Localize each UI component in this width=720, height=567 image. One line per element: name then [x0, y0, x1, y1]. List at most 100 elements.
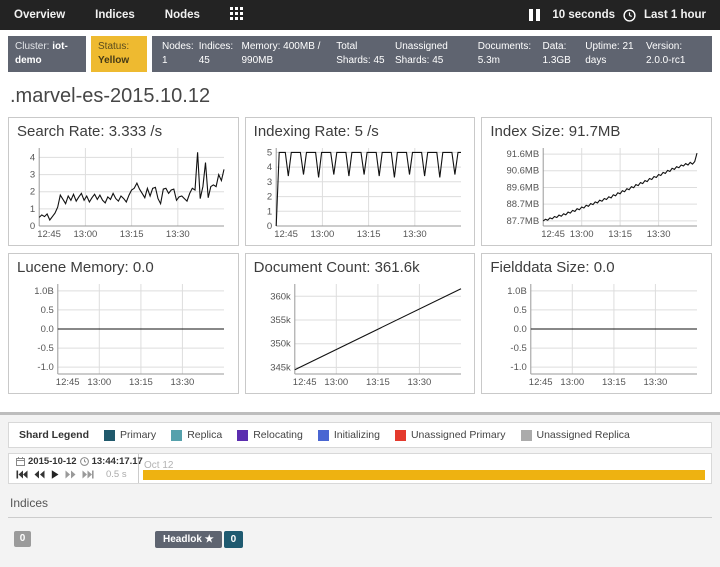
pause-icon[interactable] [529, 9, 540, 21]
legend-item: Unassigned Replica [521, 429, 630, 441]
svg-text:360k: 360k [270, 291, 291, 302]
cluster-stat: Version: 2.0.0-rc1 [646, 40, 702, 68]
search-rate-chart[interactable]: 0123412:4513:0013:1513:30 [17, 142, 229, 240]
index-shard-count: 0 [224, 531, 244, 548]
svg-text:13:30: 13:30 [407, 377, 431, 388]
cluster-name: Cluster: iot-demo [8, 36, 86, 72]
svg-text:345k: 345k [270, 362, 291, 373]
svg-text:4: 4 [30, 152, 35, 163]
svg-text:12:45: 12:45 [529, 377, 553, 388]
svg-text:13:00: 13:00 [324, 377, 348, 388]
svg-text:2: 2 [30, 187, 35, 198]
nav-overview[interactable]: Overview [14, 9, 65, 21]
lucene-memory-chart[interactable]: -1.0-0.50.00.51.0B12:4513:0013:1513:30 [17, 278, 229, 388]
legend-item: Relocating [237, 429, 303, 441]
top-nav: Overview Indices Nodes 10 seconds Last 1… [0, 0, 720, 30]
legend-label: Initializing [334, 429, 380, 441]
cluster-stat: Total Shards: 45 [336, 40, 392, 68]
panel-fielddata-size: Fielddata Size: 0.0 -1.0-0.50.00.51.0B12… [481, 253, 712, 394]
cluster-stat: Indices: 45 [199, 40, 239, 68]
chart-title: Fielddata Size: 0.0 [490, 259, 703, 276]
nav-nodes[interactable]: Nodes [165, 9, 200, 21]
panel-lucene-memory: Lucene Memory: 0.0 -1.0-0.50.00.51.0B12:… [8, 253, 239, 394]
svg-text:-0.5: -0.5 [37, 343, 53, 354]
legend-label: Unassigned Replica [537, 429, 630, 441]
svg-text:13:00: 13:00 [310, 229, 334, 240]
svg-text:13:15: 13:15 [366, 377, 390, 388]
svg-text:12:45: 12:45 [542, 229, 566, 240]
legend-label: Primary [120, 429, 156, 441]
index-badge-row: 0 Headlok ★ 0 [8, 531, 712, 551]
svg-text:13:15: 13:15 [129, 377, 153, 388]
play-button[interactable] [51, 470, 59, 479]
calendar-icon [16, 457, 25, 466]
legend-label: Replica [187, 429, 222, 441]
legend-swatch [318, 430, 329, 441]
step-forward-button[interactable] [65, 470, 76, 479]
cluster-stat: Nodes: 1 [162, 40, 196, 68]
shard-legend-title: Shard Legend [19, 429, 89, 441]
legend-swatch [395, 430, 406, 441]
timeline-track: Oct 12 [139, 454, 711, 483]
star-icon: ★ [205, 534, 214, 545]
fielddata-size-chart[interactable]: -1.0-0.50.00.51.0B12:4513:0013:1513:30 [490, 278, 702, 388]
legend-item: Initializing [318, 429, 380, 441]
page-title: .marvel-es-2015.10.12 [10, 85, 720, 108]
cluster-status-bar: Cluster: iot-demo Status: Yellow Nodes: … [8, 36, 712, 72]
chart-title: Indexing Rate: 5 /s [254, 123, 467, 140]
svg-text:1.0B: 1.0B [34, 286, 54, 297]
dashboard-grid-icon[interactable] [230, 7, 243, 23]
index-badge-headlok[interactable]: Headlok ★ 0 [155, 531, 243, 548]
svg-text:13:00: 13:00 [561, 377, 585, 388]
shard-section: Shard Legend Primary Replica Relocating Ini… [0, 415, 720, 567]
svg-text:1.0B: 1.0B [508, 286, 528, 297]
svg-text:13:30: 13:30 [403, 229, 427, 240]
timeline-time: 13:44:17.17 [92, 456, 143, 467]
legend-swatch [104, 430, 115, 441]
svg-text:3: 3 [30, 170, 35, 181]
cluster-stat: Uptime: 21 days [585, 40, 643, 68]
legend-swatch [521, 430, 532, 441]
panel-search-rate: Search Rate: 3.333 /s 0123412:4513:0013:… [8, 117, 239, 246]
indexing-rate-chart[interactable]: 01234512:4513:0013:1513:30 [254, 142, 466, 240]
panel-index-size: Index Size: 91.7MB 87.7MB88.7MB89.6MB90.… [481, 117, 712, 246]
playback-speed: 0.5 s [106, 469, 127, 480]
svg-text:4: 4 [267, 162, 272, 173]
svg-text:13:30: 13:30 [647, 229, 671, 240]
timeline-progress-bar[interactable] [143, 470, 705, 480]
svg-text:12:45: 12:45 [292, 377, 316, 388]
legend-swatch [237, 430, 248, 441]
cluster-stat: Unassigned Shards: 45 [395, 40, 475, 68]
svg-text:350k: 350k [270, 339, 291, 350]
refresh-interval[interactable]: 10 seconds [552, 9, 615, 21]
svg-text:12:45: 12:45 [56, 377, 80, 388]
step-back-button[interactable] [34, 470, 45, 479]
svg-text:13:15: 13:15 [609, 229, 633, 240]
svg-text:1: 1 [30, 204, 35, 215]
svg-text:0.0: 0.0 [41, 324, 54, 335]
cluster-stat: Data: 1.3GB [543, 40, 583, 68]
time-range-picker[interactable]: Last 1 hour [644, 9, 706, 21]
index-size-chart[interactable]: 87.7MB88.7MB89.6MB90.6MB91.6MB12:4513:00… [490, 142, 702, 240]
chart-title: Document Count: 361.6k [254, 259, 467, 276]
skip-to-start-button[interactable] [16, 470, 28, 479]
document-count-chart[interactable]: 345k350k355k360k12:4513:0013:1513:30 [254, 278, 466, 388]
svg-text:87.7MB: 87.7MB [507, 216, 540, 227]
skip-to-end-button[interactable] [82, 470, 94, 479]
svg-text:13:00: 13:00 [87, 377, 111, 388]
svg-text:13:00: 13:00 [74, 229, 98, 240]
chart-title: Index Size: 91.7MB [490, 123, 703, 140]
legend-item: Unassigned Primary [395, 429, 506, 441]
svg-text:0: 0 [267, 221, 272, 232]
unassigned-count-badge: 0 [14, 531, 31, 547]
svg-text:0.5: 0.5 [514, 305, 527, 316]
svg-text:0.5: 0.5 [41, 305, 54, 316]
svg-text:89.6MB: 89.6MB [507, 183, 540, 194]
svg-text:13:15: 13:15 [356, 229, 380, 240]
svg-text:90.6MB: 90.6MB [507, 166, 540, 177]
nav-indices[interactable]: Indices [95, 9, 135, 21]
clock-icon [623, 9, 636, 22]
index-name: Headlok [163, 534, 202, 545]
svg-text:13:30: 13:30 [644, 377, 668, 388]
legend-item: Replica [171, 429, 222, 441]
